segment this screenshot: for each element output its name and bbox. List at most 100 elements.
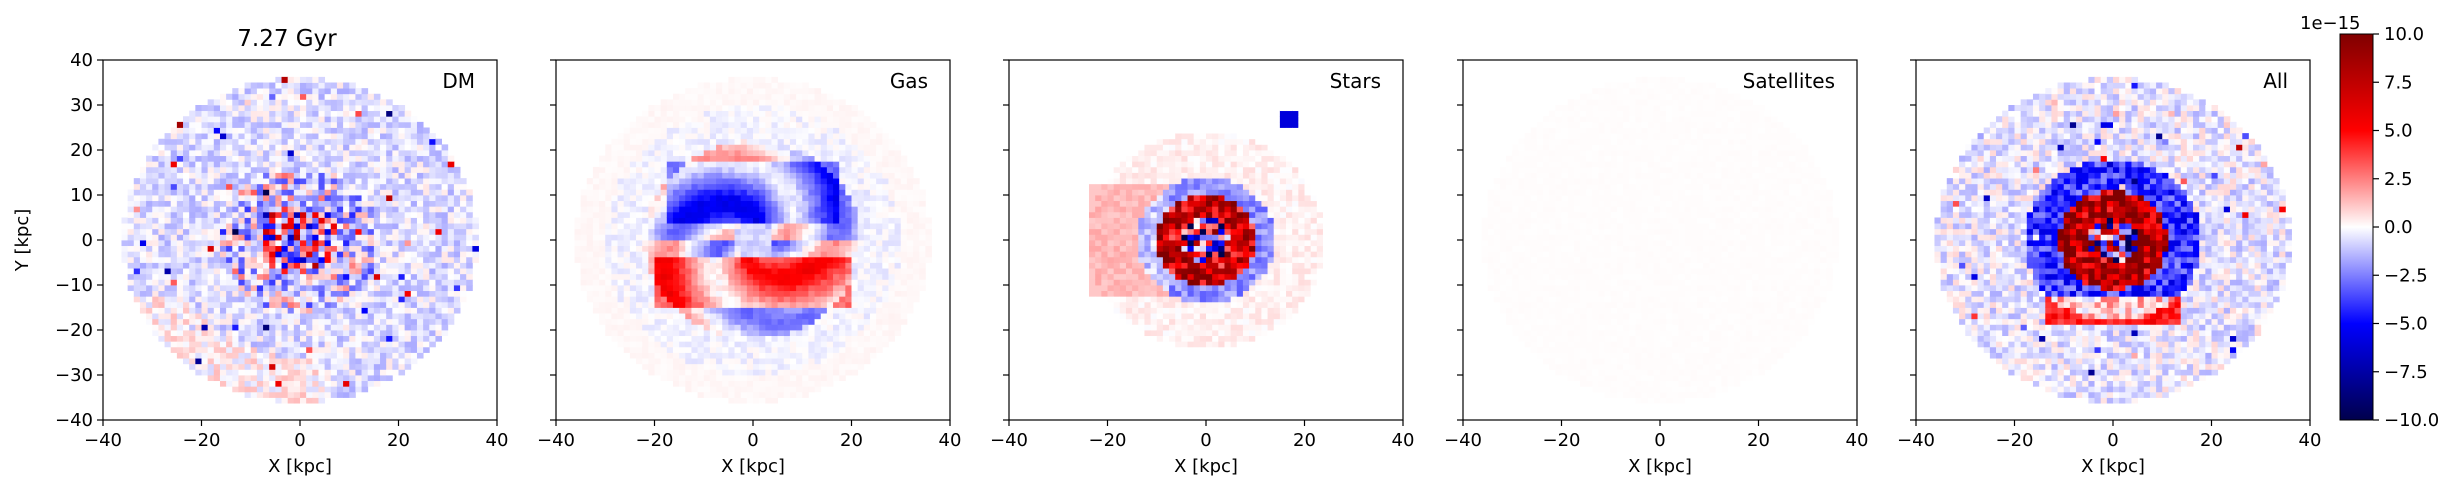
heatmap-cell: [765, 105, 772, 112]
heatmap-cell: [361, 330, 369, 337]
heatmap-cell: [605, 183, 612, 190]
heatmap-cell: [410, 172, 418, 179]
heatmap-cell: [201, 324, 209, 331]
heatmap-cell: [195, 150, 202, 157]
heatmap-cell: [617, 307, 625, 314]
heatmap-cell: [355, 324, 362, 331]
heatmap-cell: [435, 189, 442, 196]
heatmap-cell: [386, 240, 393, 247]
heatmap-cell: [293, 268, 301, 275]
heatmap-cell: [392, 116, 399, 123]
heatmap-cell: [605, 256, 612, 263]
heatmap-cell: [244, 307, 252, 314]
heatmap-cell: [256, 223, 264, 230]
heatmap-cell: [281, 228, 289, 235]
heatmap-cell: [765, 262, 772, 269]
heatmap-cell: [783, 82, 791, 89]
heatmap-cell: [777, 307, 785, 314]
heatmap-cell: [183, 178, 190, 185]
heatmap-cell: [392, 183, 399, 190]
heatmap-cell: [802, 138, 809, 145]
heatmap-cell: [404, 161, 412, 168]
heatmap-cell: [170, 127, 178, 134]
heatmap-cell: [269, 268, 276, 275]
heatmap-cell: [410, 183, 418, 190]
heatmap-cell: [349, 178, 356, 185]
heatmap-cell: [287, 346, 295, 353]
heatmap-cell: [312, 346, 319, 353]
heatmap-cell: [367, 251, 375, 258]
heatmap-cell: [857, 138, 865, 145]
heatmap-cell: [703, 133, 711, 140]
heatmap-cell: [802, 206, 809, 213]
heatmap-cell: [759, 189, 766, 196]
heatmap-cell: [330, 251, 338, 258]
heatmap-cell: [127, 189, 135, 196]
heatmap-cell: [195, 279, 202, 286]
heatmap-cell: [771, 189, 779, 196]
heatmap-cell: [318, 324, 326, 331]
heatmap-cell: [691, 155, 698, 162]
heatmap-cell: [460, 262, 467, 269]
heatmap-cell: [796, 245, 803, 252]
heatmap-cell: [820, 99, 828, 106]
heatmap-cell: [361, 245, 369, 252]
heatmap-cell: [312, 397, 319, 404]
heatmap-cell: [746, 110, 754, 117]
heatmap-cell: [164, 335, 172, 342]
heatmap-cell: [845, 285, 852, 292]
heatmap-cell: [250, 363, 258, 370]
heatmap-cell: [839, 234, 846, 241]
heatmap-cell: [269, 189, 276, 196]
heatmap-cell: [219, 380, 227, 387]
heatmap-cell: [423, 183, 430, 190]
heatmap-cell: [472, 228, 479, 235]
heatmap-cell: [244, 206, 252, 213]
heatmap-cell: [367, 341, 375, 348]
heatmap-cell: [869, 223, 877, 230]
heatmap-cell: [441, 301, 449, 308]
heatmap-cell: [722, 93, 729, 100]
heatmap-cell: [697, 189, 705, 196]
heatmap-cell: [592, 195, 600, 202]
heatmap-cell: [312, 375, 319, 382]
heatmap-cell: [164, 313, 172, 320]
heatmap-cell: [226, 211, 233, 218]
heatmap-cell: [617, 341, 625, 348]
heatmap-cell: [441, 330, 449, 337]
heatmap-cell: [189, 268, 196, 275]
heatmap-cell: [703, 105, 711, 112]
heatmap-cell: [753, 290, 760, 297]
heatmap-cell: [716, 127, 723, 134]
heatmap-cell: [170, 161, 178, 168]
heatmap-cell: [398, 262, 406, 269]
heatmap-cell: [672, 127, 680, 134]
heatmap-cell: [679, 195, 686, 202]
heatmap-cell: [244, 110, 252, 117]
heatmap-cell: [685, 144, 692, 151]
heatmap-cell: [722, 234, 729, 241]
heatmap-cell: [851, 262, 859, 269]
heatmap-cell: [783, 391, 791, 398]
heatmap-cell: [373, 121, 381, 128]
heatmap-cell: [796, 161, 803, 168]
heatmap-cell: [802, 240, 809, 247]
heatmap-cell: [207, 273, 215, 280]
heatmap-cell: [654, 240, 662, 247]
heatmap-cell: [709, 183, 717, 190]
heatmap-cell: [306, 245, 313, 252]
heatmap-cell: [189, 273, 196, 280]
heatmap-cell: [263, 217, 270, 224]
heatmap-cell: [269, 200, 276, 207]
heatmap-cell: [373, 195, 381, 202]
heatmap-cell: [361, 195, 369, 202]
heatmap-cell: [164, 206, 172, 213]
heatmap-cell: [380, 228, 387, 235]
heatmap-cell: [672, 189, 680, 196]
heatmap-cell: [777, 110, 785, 117]
heatmap-cell: [685, 268, 692, 275]
heatmap-cell: [380, 178, 387, 185]
heatmap-cell: [355, 363, 362, 370]
heatmap-cell: [623, 335, 631, 342]
heatmap-cell: [306, 127, 313, 134]
